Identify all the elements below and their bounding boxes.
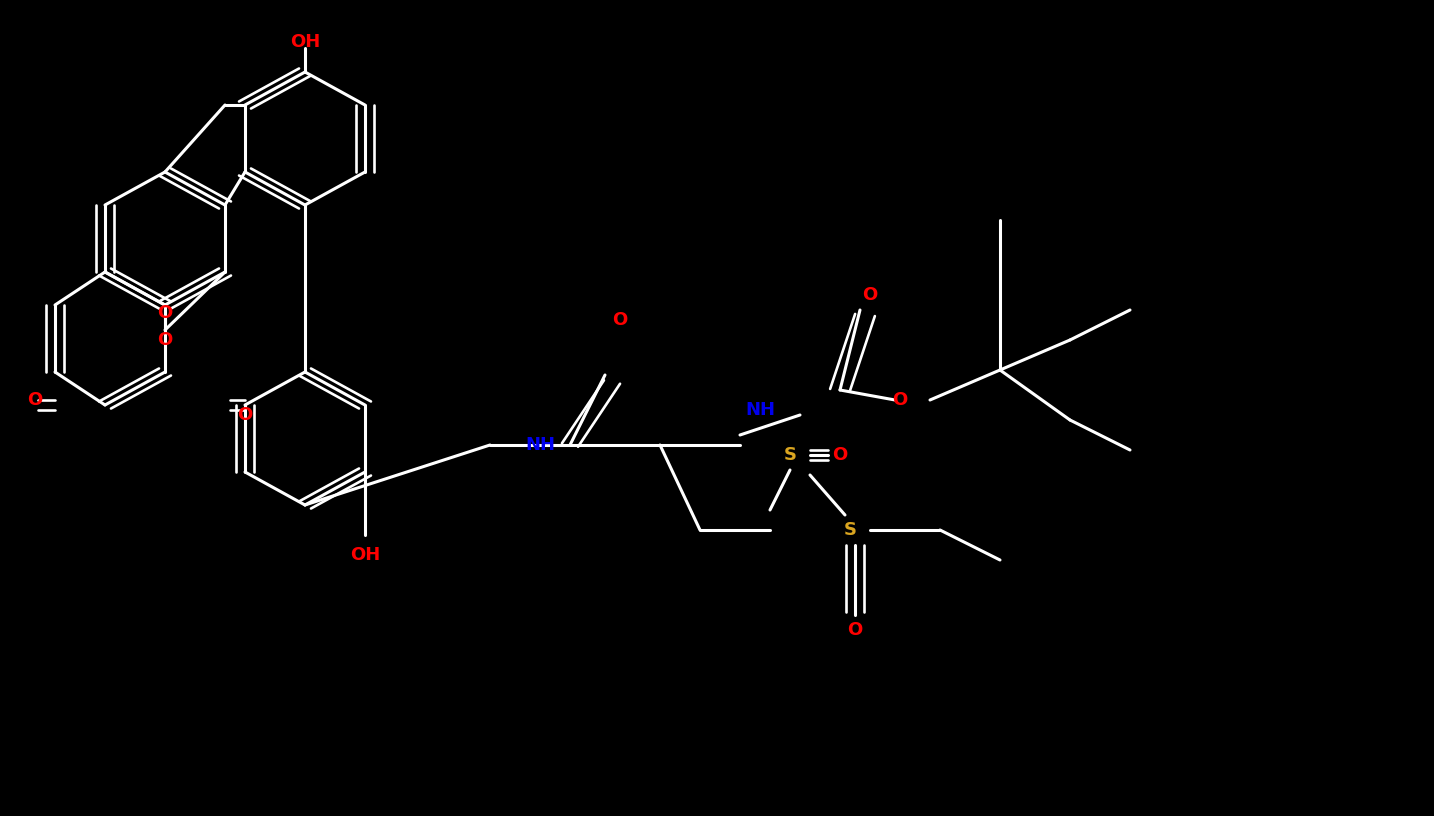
Text: O: O [847,621,863,639]
Text: S: S [843,521,856,539]
Text: OH: OH [290,33,320,51]
Text: NH: NH [525,436,555,454]
Text: O: O [612,311,628,329]
Text: O: O [158,331,172,349]
Text: O: O [862,286,878,304]
Text: O: O [158,304,172,322]
Text: S: S [783,446,796,464]
Text: OH: OH [350,546,380,564]
Text: NH: NH [746,401,774,419]
Text: O: O [832,446,847,464]
Text: O: O [892,391,908,409]
Text: O: O [238,406,252,424]
Text: O: O [27,391,43,409]
